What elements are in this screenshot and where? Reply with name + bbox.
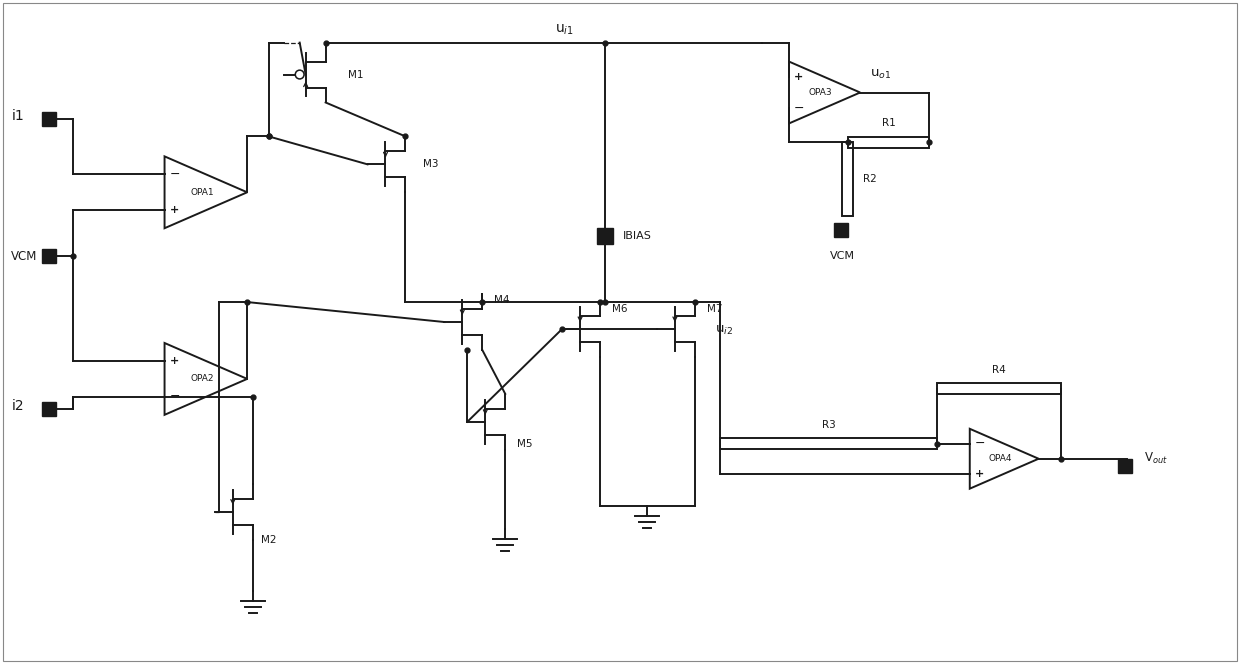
- Bar: [833, 223, 847, 237]
- Text: +: +: [170, 205, 179, 215]
- Bar: [719, 438, 937, 450]
- Text: M5: M5: [517, 439, 533, 449]
- Text: M7: M7: [707, 304, 723, 314]
- Text: R2: R2: [863, 175, 877, 185]
- Text: i1: i1: [11, 110, 24, 124]
- Text: VCM: VCM: [830, 251, 856, 261]
- Text: OPA4: OPA4: [988, 454, 1012, 463]
- Text: u$_{o1}$: u$_{o1}$: [870, 68, 892, 80]
- Text: R1: R1: [882, 118, 895, 128]
- Text: −: −: [794, 102, 805, 114]
- Text: −: −: [170, 168, 180, 181]
- Text: R3: R3: [822, 420, 836, 430]
- Text: +: +: [795, 72, 804, 82]
- Bar: [1118, 459, 1132, 473]
- Text: M4: M4: [495, 295, 510, 305]
- Bar: [842, 142, 853, 216]
- Text: VCM: VCM: [11, 250, 37, 263]
- Bar: [596, 228, 613, 244]
- Text: OPA3: OPA3: [808, 88, 832, 97]
- Text: OPA1: OPA1: [190, 188, 213, 197]
- Bar: [42, 249, 56, 263]
- Text: −: −: [975, 438, 985, 450]
- Bar: [937, 383, 1061, 394]
- Text: V$_{out}$: V$_{out}$: [1145, 451, 1168, 466]
- Text: M3: M3: [423, 159, 439, 169]
- Bar: [42, 112, 56, 126]
- Text: M1: M1: [347, 70, 363, 80]
- Text: u$_{i1}$: u$_{i1}$: [556, 22, 574, 37]
- Text: +: +: [170, 356, 179, 366]
- Text: +: +: [975, 469, 985, 479]
- Text: M6: M6: [613, 304, 627, 314]
- Text: i2: i2: [11, 399, 24, 413]
- Text: M2: M2: [260, 535, 277, 544]
- Text: u$_{i2}$: u$_{i2}$: [714, 324, 733, 337]
- Bar: [42, 402, 56, 416]
- Text: −: −: [170, 390, 180, 403]
- Text: R4: R4: [992, 365, 1006, 375]
- Bar: [847, 137, 929, 148]
- Text: IBIAS: IBIAS: [622, 231, 652, 241]
- Text: OPA2: OPA2: [190, 374, 213, 383]
